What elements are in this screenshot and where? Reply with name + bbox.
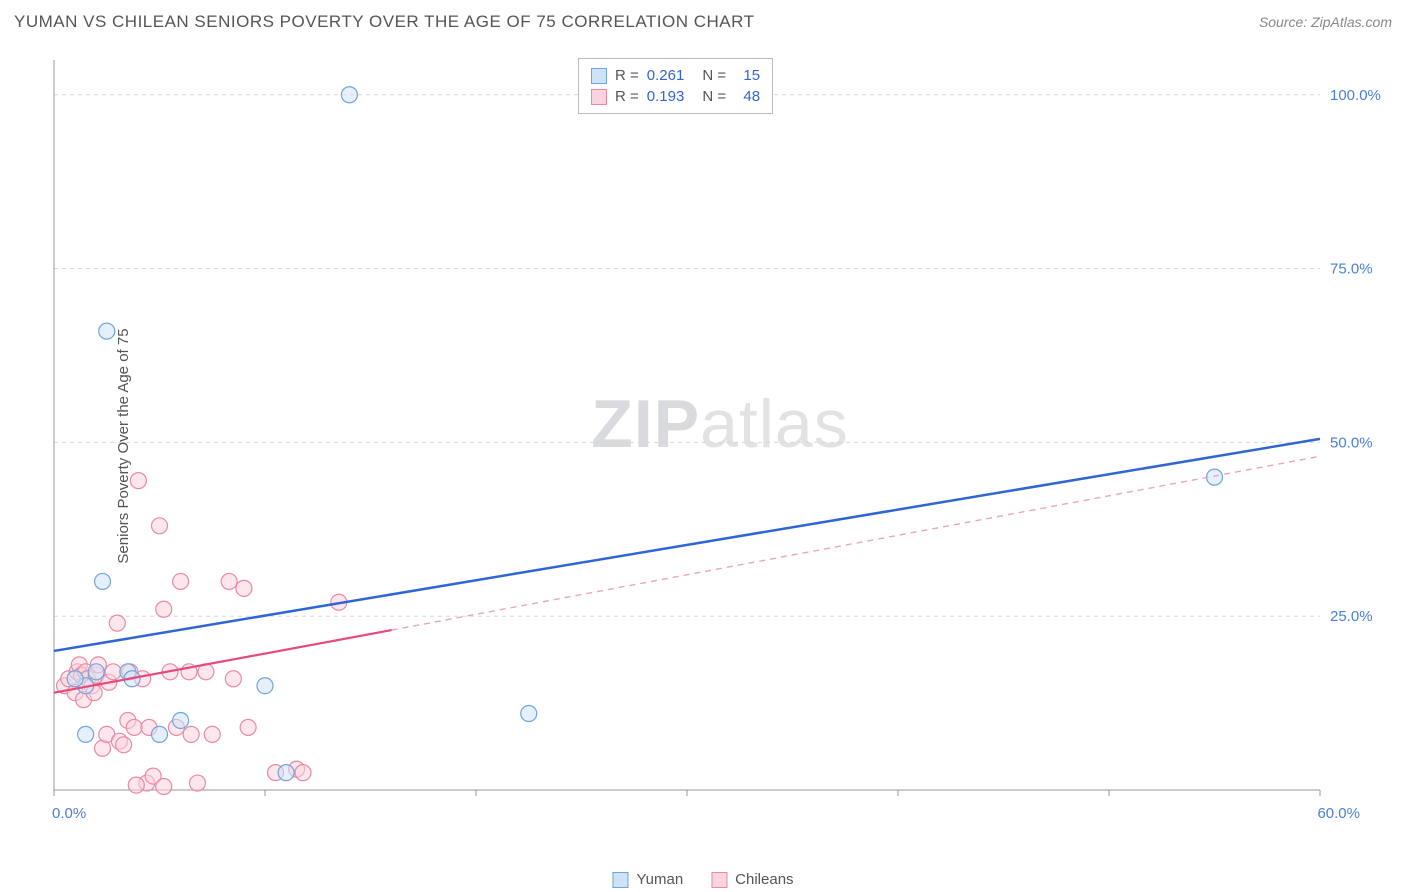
data-point: [257, 678, 273, 694]
data-point: [156, 779, 172, 795]
legend-item: Yuman: [612, 871, 683, 888]
n-value: 48: [734, 88, 760, 105]
legend-swatch: [591, 89, 607, 105]
data-point: [183, 726, 199, 742]
data-point: [295, 765, 311, 781]
data-point: [204, 726, 220, 742]
data-point: [95, 573, 111, 589]
data-point: [116, 737, 132, 753]
legend-label: Chileans: [735, 871, 793, 888]
series-legend: Yuman Chileans: [612, 871, 793, 888]
data-point: [130, 473, 146, 489]
y-tick-label: 100.0%: [1330, 87, 1381, 104]
data-point: [128, 777, 144, 793]
y-tick-label: 75.0%: [1330, 261, 1373, 278]
data-point: [152, 518, 168, 534]
legend-item: Chileans: [711, 871, 793, 888]
legend-swatch: [711, 872, 727, 888]
x-tick-label: 60.0%: [1317, 805, 1360, 822]
data-point: [99, 323, 115, 339]
data-point: [221, 573, 237, 589]
scatter-plot: ZIPatlas 25.0%50.0%75.0%100.0%0.0%60.0%: [50, 50, 1390, 830]
n-label: N =: [702, 88, 726, 105]
data-point: [152, 726, 168, 742]
data-point: [341, 87, 357, 103]
data-point: [240, 719, 256, 735]
data-point: [189, 775, 205, 791]
legend-label: Yuman: [636, 871, 683, 888]
data-point: [78, 726, 94, 742]
r-label: R =: [615, 67, 639, 84]
source-name: ZipAtlas.com: [1311, 14, 1392, 30]
source-label: Source: ZipAtlas.com: [1259, 14, 1392, 30]
y-tick-label: 25.0%: [1330, 608, 1373, 625]
data-point: [67, 671, 83, 687]
header: YUMAN VS CHILEAN SENIORS POVERTY OVER TH…: [0, 0, 1406, 44]
stats-legend-row: R = 0.261 N = 15: [591, 65, 760, 86]
r-value: 0.193: [647, 88, 685, 105]
data-point: [88, 664, 104, 680]
data-point: [109, 615, 125, 631]
data-point: [225, 671, 241, 687]
chart-svg: 25.0% 50.0% 75.0% 100.0% 0.0% 60.0%: [50, 50, 1390, 830]
data-point: [236, 580, 252, 596]
data-point: [126, 719, 142, 735]
legend-swatch: [612, 872, 628, 888]
data-point: [1207, 469, 1223, 485]
chart-title: YUMAN VS CHILEAN SENIORS POVERTY OVER TH…: [14, 12, 754, 32]
r-value: 0.261: [647, 67, 685, 84]
source-prefix: Source:: [1259, 14, 1311, 30]
n-value: 15: [734, 67, 760, 84]
x-tick-label: 0.0%: [52, 805, 86, 822]
stats-legend: R = 0.261 N = 15 R = 0.193 N = 48: [578, 58, 773, 114]
y-tick-label: 50.0%: [1330, 434, 1373, 451]
data-point: [278, 765, 294, 781]
data-point: [521, 706, 537, 722]
data-point: [105, 664, 121, 680]
n-label: N =: [702, 67, 726, 84]
data-point: [156, 601, 172, 617]
r-label: R =: [615, 88, 639, 105]
stats-legend-row: R = 0.193 N = 48: [591, 86, 760, 107]
data-point: [173, 573, 189, 589]
legend-swatch: [591, 68, 607, 84]
data-point: [173, 712, 189, 728]
